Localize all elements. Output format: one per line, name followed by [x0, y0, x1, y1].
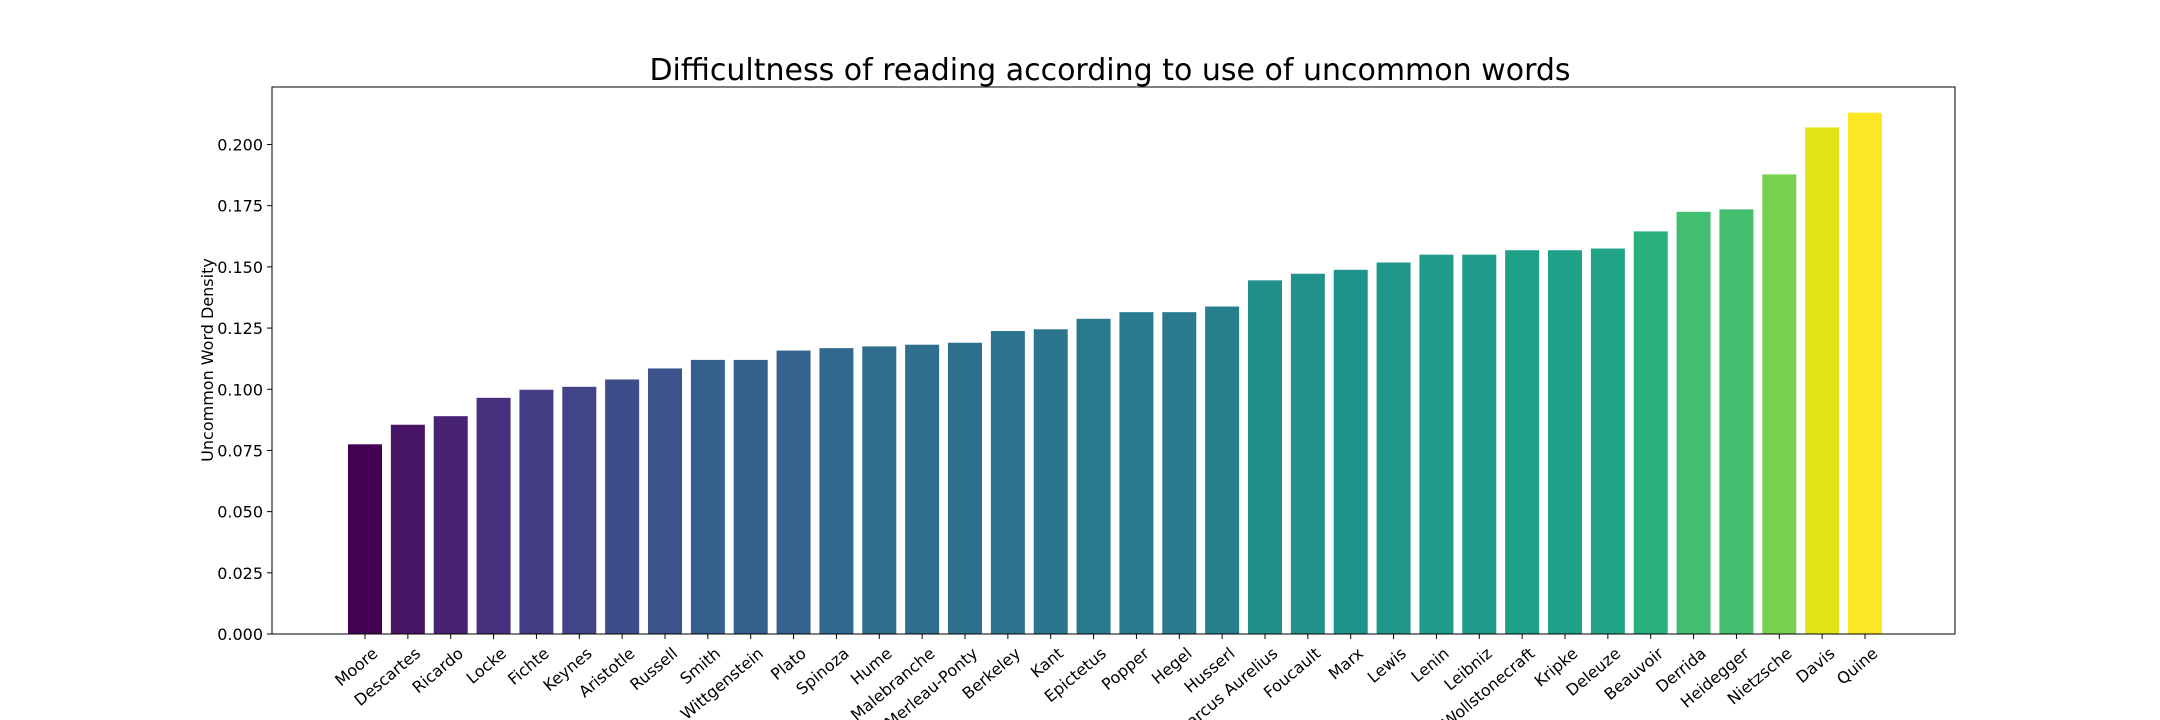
y-tick-label: 0.175 [217, 197, 263, 216]
bar-lewis [1376, 262, 1411, 634]
bar-locke [476, 397, 511, 634]
bar-moore [348, 444, 382, 634]
plot-frame [271, 86, 1956, 635]
y-tick-label: 0.075 [217, 441, 263, 460]
x-tick-label: Lewis [1364, 644, 1410, 687]
bar-nietzsche [1762, 174, 1797, 634]
x-tick-label: Locke [463, 644, 510, 688]
bar-foucault [1290, 273, 1325, 634]
bar-leibniz [1462, 254, 1497, 634]
bar-deleuze [1590, 248, 1625, 634]
bar-ricardo [433, 416, 468, 634]
bar-husserl [1205, 306, 1240, 634]
chart-title: Difficultness of reading according to us… [649, 53, 1570, 88]
bar-kant [1033, 329, 1068, 634]
bar-quine [1848, 112, 1882, 634]
bar-epictetus [1076, 318, 1111, 634]
bar-derrida [1676, 211, 1711, 634]
bars [348, 112, 1882, 635]
bar-marx [1333, 269, 1368, 634]
bar-malebranche [905, 344, 940, 634]
bar-fichte [519, 389, 554, 634]
y-tick-label: 0.125 [217, 319, 263, 338]
x-axis: MooreDescartesRicardoLockeFichteKeynesAr… [331, 634, 1881, 720]
bar-spinoza [819, 348, 854, 634]
bar-plato [776, 350, 811, 634]
bar-keynes [562, 386, 597, 634]
x-tick-label: Quine [1833, 644, 1881, 689]
y-tick-label: 0.100 [217, 380, 263, 399]
bar-kripke [1548, 250, 1582, 635]
y-tick-label: 0.200 [217, 136, 263, 155]
x-tick-label: Marx [1325, 644, 1367, 684]
bar-merleau-ponty [948, 342, 982, 634]
bar-hegel [1162, 312, 1197, 634]
y-tick-label: 0.150 [217, 258, 263, 277]
y-axis-title: Uncommon Word Density [198, 258, 217, 462]
y-tick-label: 0.000 [217, 625, 263, 644]
bar-davis [1805, 127, 1840, 634]
bar-wittgenstein [733, 359, 768, 634]
bar-heidegger [1719, 209, 1754, 634]
bar-hume [862, 346, 897, 634]
y-axis: 0.000 0.025 0.050 0.075 0.100 0.125 0.150 0.175… [217, 136, 272, 644]
bar-lenin [1419, 254, 1454, 634]
x-tick-label: Popper [1098, 643, 1153, 694]
bar-beauvoir [1633, 231, 1668, 634]
bar-aristotle [605, 379, 640, 634]
bar-marcus-aurelius [1248, 280, 1282, 634]
y-tick-label: 0.050 [217, 503, 263, 522]
bar-berkeley [990, 331, 1025, 634]
x-tick-label: Russell [626, 644, 681, 695]
bar-descartes [390, 424, 425, 634]
bar-popper [1119, 312, 1154, 634]
bar-russell [648, 368, 682, 634]
bar-smith [690, 359, 725, 634]
x-tick-label: Davis [1792, 644, 1838, 687]
y-tick-label: 0.025 [217, 564, 263, 583]
bar-wollstonecraft [1505, 250, 1540, 635]
